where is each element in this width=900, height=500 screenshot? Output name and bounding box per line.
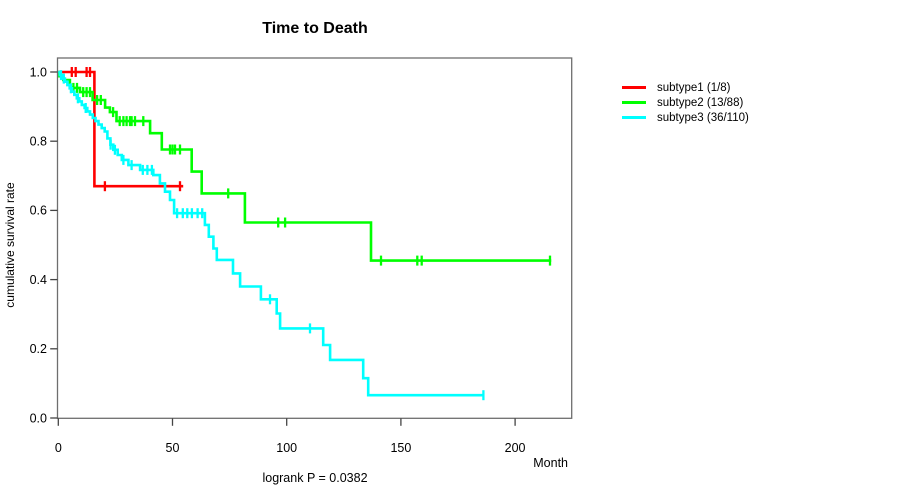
legend-line-swatch xyxy=(622,86,646,89)
x-axis-label: Month xyxy=(533,456,568,470)
x-tick-label: 150 xyxy=(390,441,411,455)
curve-3 xyxy=(58,70,484,397)
legend-label: subtype3 (36/110) xyxy=(657,111,749,124)
y-tick-label: 0.6 xyxy=(30,204,47,218)
x-tick-label: 0 xyxy=(55,441,62,455)
y-tick-label: 0.4 xyxy=(30,273,47,287)
chart-title: Time to Death xyxy=(262,20,368,37)
legend-line-swatch xyxy=(622,116,646,119)
y-tick-label: 1.0 xyxy=(30,65,47,79)
x-tick-label: 100 xyxy=(276,441,297,455)
plot-box xyxy=(56,57,573,419)
x-tick-label: 50 xyxy=(166,441,180,455)
legend-item: subtype1 (1/8) xyxy=(622,80,749,95)
legend-label: subtype1 (1/8) xyxy=(657,81,731,94)
legend-line-swatch xyxy=(622,101,646,104)
legend-item: subtype2 (13/88) xyxy=(622,95,749,110)
legend: subtype1 (1/8) subtype2 (13/88) subtype3… xyxy=(622,80,749,125)
legend-item: subtype3 (36/110) xyxy=(622,110,749,125)
y-tick-label: 0.8 xyxy=(30,135,47,149)
y-tick-label: 0.0 xyxy=(30,411,47,425)
logrank-pvalue: logrank P = 0.0382 xyxy=(262,471,368,485)
y-tick-label: 0.2 xyxy=(30,342,47,356)
legend-label: subtype2 (13/88) xyxy=(657,96,744,109)
x-tick-label: 200 xyxy=(505,441,526,455)
